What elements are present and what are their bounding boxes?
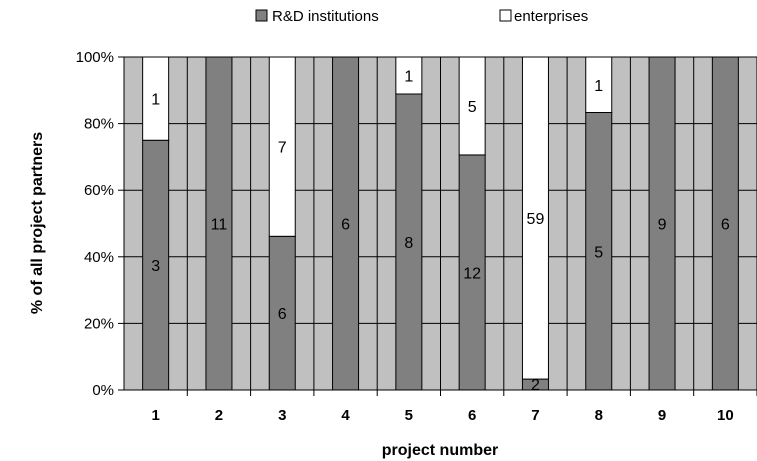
bars bbox=[142, 56, 739, 391]
bar-enterprises bbox=[268, 56, 296, 237]
bar-rd-institutions bbox=[205, 56, 233, 391]
x-tick-label: 3 bbox=[278, 407, 286, 424]
data-label-enterprises: 1 bbox=[594, 78, 603, 95]
x-axis-title: project number bbox=[382, 442, 498, 459]
x-tick-label: 4 bbox=[341, 407, 350, 424]
bar-rd-institutions bbox=[458, 154, 486, 391]
x-tick-label: 10 bbox=[717, 407, 734, 424]
y-tick-label: 40% bbox=[84, 249, 114, 266]
data-label-rd-institutions: 3 bbox=[151, 258, 160, 275]
x-axis-ticks: 1 2 3 4 5 6 7 8 9 10 bbox=[151, 390, 757, 424]
data-label-rd-institutions: 6 bbox=[278, 306, 287, 323]
y-axis-title: % of all project partners bbox=[29, 132, 46, 314]
y-tick-label: 60% bbox=[84, 182, 114, 199]
legend-label-enterprises: enterprises bbox=[514, 8, 588, 25]
x-tick-label: 5 bbox=[405, 407, 413, 424]
data-label-rd-institutions: 9 bbox=[658, 217, 667, 234]
bar-rd-institutions bbox=[585, 112, 613, 391]
x-tick-label: 6 bbox=[468, 407, 476, 424]
data-label-rd-institutions: 2 bbox=[531, 377, 540, 394]
legend-label-rd-institutions: R&D institutions bbox=[272, 8, 379, 25]
x-tick-label: 9 bbox=[658, 407, 666, 424]
bar-rd-institutions bbox=[711, 56, 739, 391]
y-tick-label: 80% bbox=[84, 116, 114, 133]
bar-rd-institutions bbox=[142, 139, 170, 391]
x-tick-label: 1 bbox=[151, 407, 159, 424]
legend-swatch-enterprises bbox=[499, 9, 512, 22]
data-label-enterprises: 59 bbox=[527, 211, 545, 228]
x-tick-label: 2 bbox=[215, 407, 223, 424]
bar-enterprises bbox=[458, 56, 486, 156]
data-label-rd-institutions: 6 bbox=[721, 217, 730, 234]
bar-rd-institutions bbox=[648, 56, 676, 391]
y-axis-ticks: 0% 20% 40% 60% 80% 100% bbox=[76, 49, 124, 399]
data-label-rd-institutions: 6 bbox=[341, 217, 350, 234]
y-tick-label: 20% bbox=[84, 315, 114, 332]
data-label-enterprises: 7 bbox=[278, 140, 287, 157]
bar-enterprises bbox=[395, 56, 423, 95]
data-label-rd-institutions: 12 bbox=[463, 265, 481, 282]
data-label-enterprises: 1 bbox=[404, 69, 413, 86]
y-tick-label: 0% bbox=[92, 382, 114, 399]
bar-enterprises bbox=[142, 56, 170, 141]
y-tick-label: 100% bbox=[76, 49, 114, 66]
x-tick-label: 7 bbox=[531, 407, 539, 424]
data-label-rd-institutions: 11 bbox=[211, 217, 228, 234]
data-label-enterprises: 1 bbox=[151, 92, 160, 109]
x-tick-label: 8 bbox=[595, 407, 603, 424]
bar-rd-institutions bbox=[332, 56, 360, 391]
bar-enterprises bbox=[585, 56, 613, 113]
data-label-rd-institutions: 8 bbox=[404, 235, 413, 252]
bar-rd-institutions bbox=[395, 93, 423, 391]
data-label-rd-institutions: 5 bbox=[594, 244, 603, 261]
data-label-enterprises: 5 bbox=[468, 99, 477, 116]
legend: R&D institutions enterprises bbox=[255, 8, 588, 25]
legend-swatch-rd-institutions bbox=[255, 9, 268, 22]
bar-enterprises bbox=[521, 56, 549, 380]
